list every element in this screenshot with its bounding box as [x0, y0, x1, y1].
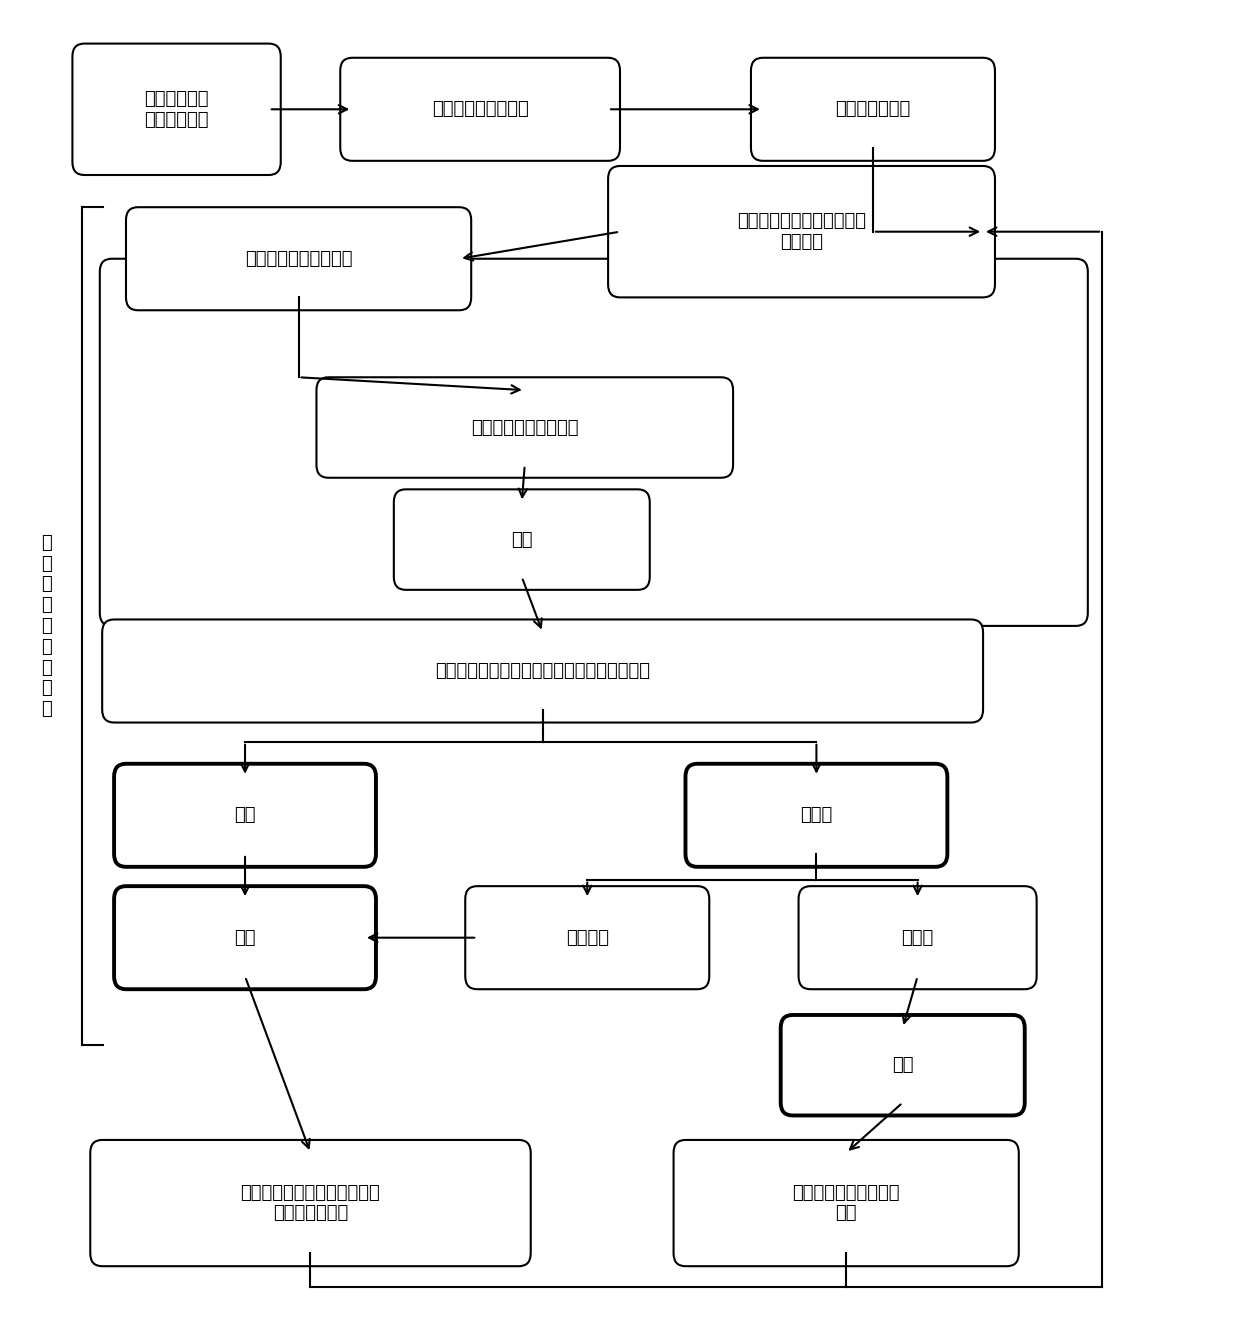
Text: 自动加压至回程最后一个检定点数据采集完成: 自动加压至回程最后一个检定点数据采集完成	[435, 662, 650, 680]
Text: 不换变送器进入下一批
计量: 不换变送器进入下一批 计量	[792, 1184, 900, 1223]
Text: 合格: 合格	[234, 807, 255, 824]
Text: 生成无数据变送器原始记录
及检定点: 生成无数据变送器原始记录 及检定点	[737, 212, 866, 251]
Text: 依
次
检
定
每
一
检
定
点: 依 次 检 定 每 一 检 定 点	[41, 534, 52, 718]
Text: 标准器自动识别: 标准器自动识别	[836, 101, 910, 118]
FancyBboxPatch shape	[465, 886, 709, 989]
Text: 手动调节微调预压手泵: 手动调节微调预压手泵	[471, 419, 579, 436]
FancyBboxPatch shape	[72, 43, 280, 174]
FancyBboxPatch shape	[781, 1015, 1024, 1115]
FancyBboxPatch shape	[114, 764, 376, 867]
FancyBboxPatch shape	[316, 377, 733, 478]
Text: 可调修: 可调修	[901, 929, 934, 946]
Text: 不可调修: 不可调修	[565, 929, 609, 946]
Text: 不合格: 不合格	[800, 807, 832, 824]
Text: 外观检查并安
装压力变送器: 外观检查并安 装压力变送器	[144, 90, 208, 129]
FancyBboxPatch shape	[91, 1139, 531, 1267]
FancyBboxPatch shape	[751, 58, 994, 161]
Text: 完成: 完成	[234, 929, 255, 946]
FancyBboxPatch shape	[608, 166, 994, 298]
FancyBboxPatch shape	[394, 490, 650, 590]
FancyBboxPatch shape	[114, 886, 376, 989]
FancyBboxPatch shape	[126, 207, 471, 310]
FancyBboxPatch shape	[799, 886, 1037, 989]
FancyBboxPatch shape	[340, 58, 620, 161]
Text: 调修: 调修	[892, 1056, 914, 1074]
FancyBboxPatch shape	[673, 1139, 1019, 1267]
Text: 压力变送器信息录入: 压力变送器信息录入	[432, 101, 528, 118]
Text: 采集: 采集	[511, 530, 532, 549]
FancyBboxPatch shape	[686, 764, 947, 867]
Text: 自动加压至每一检定点: 自动加压至每一检定点	[244, 250, 352, 268]
Text: 换新变送器外观检查信息录入
进入下一批计量: 换新变送器外观检查信息录入 进入下一批计量	[241, 1184, 381, 1223]
FancyBboxPatch shape	[102, 620, 983, 722]
